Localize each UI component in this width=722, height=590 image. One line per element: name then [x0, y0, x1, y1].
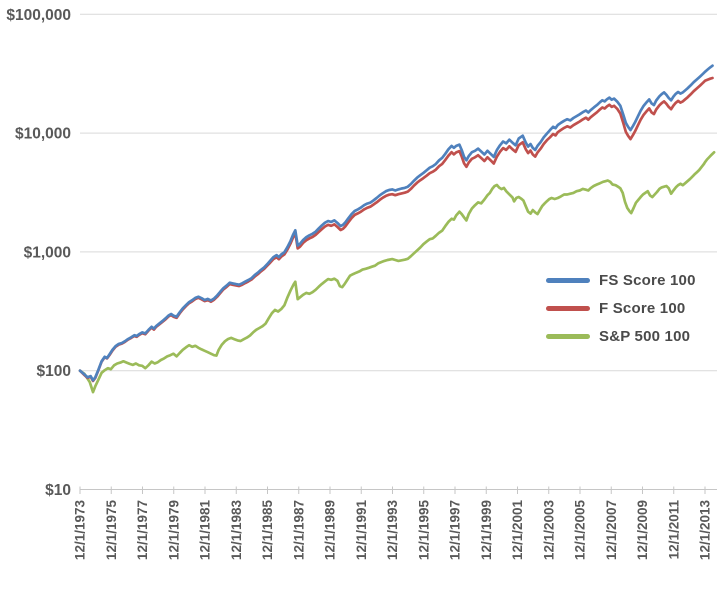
- x-axis-tick-label: 12/1/1977: [135, 500, 150, 560]
- x-axis-tick-label: 12/1/2003: [541, 500, 556, 561]
- x-axis-tick-label: 12/1/1975: [104, 500, 119, 561]
- y-axis-tick-label: $100,000: [6, 7, 71, 24]
- legend-item-f-score: F Score 100: [546, 294, 716, 322]
- series-line-s-p-500-100: [78, 150, 716, 394]
- legend-label-sp500: S&P 500 100: [599, 327, 691, 345]
- x-axis-tick-label: 12/1/1997: [448, 500, 463, 560]
- x-axis-tick-label: 12/1/2013: [698, 500, 713, 561]
- legend-swatch-f-score-line: [546, 305, 590, 311]
- x-axis-tick-label: 12/1/1991: [354, 500, 369, 561]
- legend-swatch-sp500-line: [546, 333, 590, 339]
- x-axis-tick-label: 12/1/1973: [73, 500, 88, 561]
- x-axis-tick-label: 12/1/1989: [323, 500, 338, 560]
- x-axis-tick-label: 12/1/2005: [573, 500, 588, 561]
- legend-label-fs-score: FS Score 100: [599, 271, 696, 289]
- legend-item-fs-score: FS Score 100: [546, 266, 716, 294]
- legend: FS Score 100 F Score 100 S&P 500 100: [546, 266, 716, 350]
- y-axis-tick-label: $100: [37, 363, 71, 380]
- x-axis-tick-label: 12/1/1979: [166, 500, 181, 560]
- x-axis-tick-label: 12/1/2011: [666, 500, 681, 560]
- legend-item-sp500: S&P 500 100: [546, 322, 716, 350]
- series-line-fs-score-100: [78, 64, 714, 382]
- x-axis-tick-label: 12/1/1993: [385, 500, 400, 561]
- legend-label-f-score: F Score 100: [599, 299, 686, 317]
- x-axis-tick-label: 12/1/1999: [479, 500, 494, 560]
- y-axis-tick-label: $10: [45, 482, 71, 499]
- x-axis-tick-label: 12/1/1981: [198, 500, 213, 561]
- x-axis-tick-label: 12/1/1987: [291, 500, 306, 560]
- x-axis-tick-label: 12/1/2001: [510, 500, 525, 561]
- x-axis-tick-label: 12/1/2007: [604, 500, 619, 560]
- x-axis-tick-label: 12/1/1985: [260, 500, 275, 561]
- x-axis-tick-label: 12/1/1983: [229, 500, 244, 561]
- x-axis-tick-label: 12/1/2009: [635, 500, 650, 560]
- legend-swatch-fs-score-line: [546, 277, 590, 283]
- y-axis-tick-label: $1,000: [24, 244, 71, 261]
- x-axis-tick-label: 12/1/1995: [416, 500, 431, 561]
- y-axis-tick-label: $10,000: [15, 126, 71, 143]
